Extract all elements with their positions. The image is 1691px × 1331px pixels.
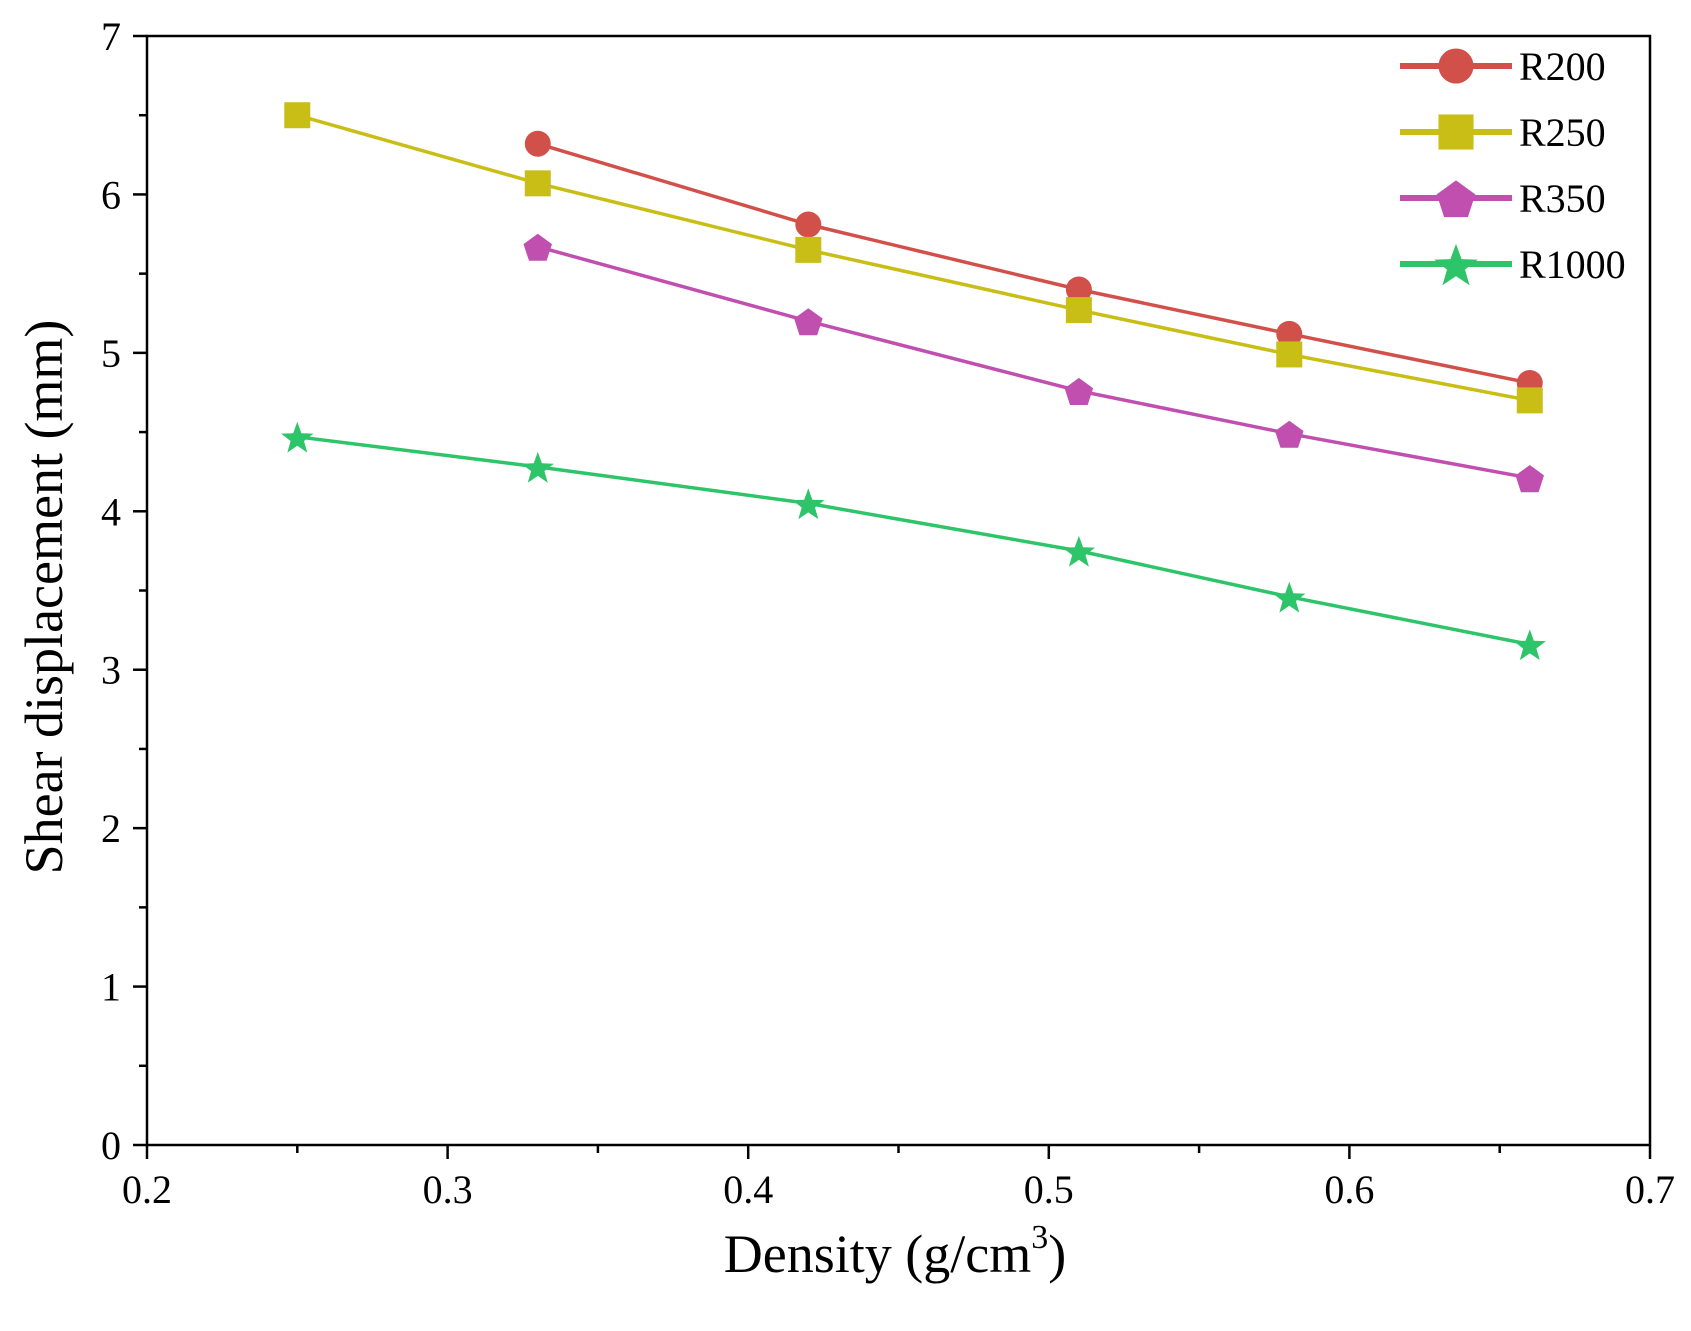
legend-entry-r350: R350 <box>1400 176 1606 221</box>
y-tick-label: 2 <box>101 806 121 851</box>
data-point-r200 <box>1065 276 1092 303</box>
y-axis-title: Shear displacement (mm) <box>14 320 74 875</box>
plot-frame <box>145 34 1652 1147</box>
legend-label-r250: R250 <box>1519 110 1606 155</box>
data-point-r1000 <box>1273 581 1306 613</box>
data-point-r350 <box>523 233 552 261</box>
data-point-r250 <box>524 170 551 197</box>
x-tick-label: 0.4 <box>723 1167 773 1212</box>
x-tick-label: 0.5 <box>1024 1167 1074 1212</box>
series-r1000 <box>281 421 1546 661</box>
legend-entry-r200: R200 <box>1400 44 1606 89</box>
y-tick-label: 1 <box>101 965 121 1010</box>
data-point-r350 <box>1515 465 1544 493</box>
legend-marker-r1000 <box>1434 243 1478 286</box>
series-r250 <box>284 102 1543 414</box>
series-line-r200 <box>537 142 1531 385</box>
y-tick-label: 3 <box>101 648 121 693</box>
data-point-r250 <box>1516 387 1543 414</box>
legend-marker-r200 <box>1438 48 1474 84</box>
y-tick-label: 4 <box>101 489 121 534</box>
y-tick-label: 7 <box>101 14 121 59</box>
data-point-r350 <box>1064 377 1094 405</box>
legend-entry-r250: R250 <box>1400 110 1606 155</box>
data-point-r1000 <box>1062 535 1095 567</box>
data-point-r250 <box>795 236 822 263</box>
legend-entry-r1000: R1000 <box>1400 242 1626 287</box>
data-point-r1000 <box>792 488 825 520</box>
legend-label-r200: R200 <box>1519 44 1606 89</box>
data-point-r250 <box>284 102 311 129</box>
legend: R200 R250 R350 R1000 <box>1400 44 1626 287</box>
x-axis-ticks: 0.2 0.3 0.4 0.5 0.6 0.7 <box>122 1145 1675 1212</box>
series-layer <box>281 102 1546 661</box>
legend-marker-r350 <box>1436 180 1476 218</box>
y-tick-label: 5 <box>101 331 121 376</box>
x-tick-label: 0.6 <box>1324 1167 1374 1212</box>
data-point-r200 <box>524 130 551 157</box>
legend-label-r350: R350 <box>1519 176 1606 221</box>
axes-frame <box>145 34 1652 1147</box>
series-r350 <box>523 233 1544 493</box>
series-r200 <box>524 130 1543 396</box>
x-tick-label: 0.2 <box>122 1167 172 1212</box>
series-line-r1000 <box>297 435 1531 647</box>
series-line-r350 <box>537 245 1531 480</box>
y-axis-ticks: 0 1 2 3 4 5 6 7 <box>101 14 147 1168</box>
legend-marker-r250 <box>1438 114 1474 150</box>
x-tick-label: 0.7 <box>1625 1167 1675 1212</box>
x-axis-title: Density (g/cm3) <box>724 1219 1066 1284</box>
y-tick-label: 0 <box>101 1123 121 1168</box>
data-point-r350 <box>1275 420 1304 448</box>
data-point-r1000 <box>1513 629 1546 661</box>
data-point-r200 <box>795 211 822 238</box>
data-point-r250 <box>1276 341 1303 368</box>
y-tick-label: 6 <box>101 172 121 217</box>
data-point-r250 <box>1065 297 1092 324</box>
legend-label-r1000: R1000 <box>1519 242 1626 287</box>
data-point-r1000 <box>521 451 554 483</box>
data-point-r350 <box>794 308 823 336</box>
series-line-r250 <box>296 113 1531 403</box>
data-point-r200 <box>1276 320 1303 347</box>
x-tick-label: 0.3 <box>423 1167 473 1212</box>
data-point-r1000 <box>281 421 314 453</box>
